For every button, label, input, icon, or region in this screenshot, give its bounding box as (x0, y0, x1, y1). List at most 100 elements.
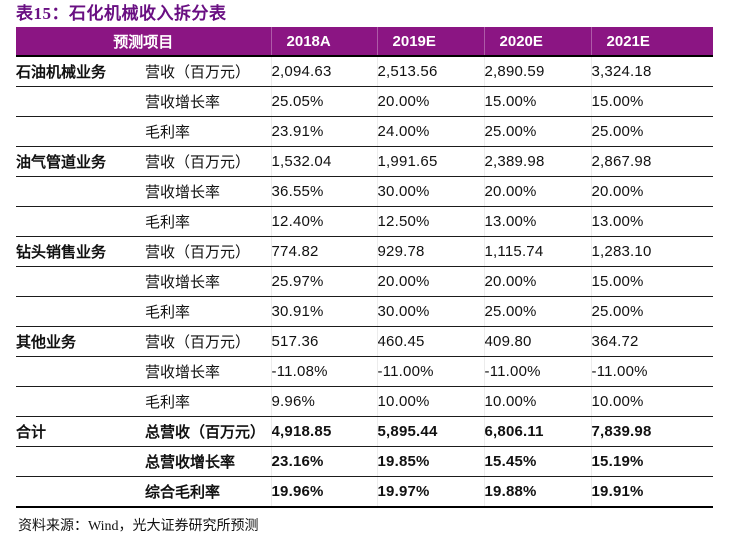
header-year-2020e: 2020E (483, 27, 592, 57)
metric-label-cell: 营收（百万元） (145, 236, 272, 267)
value-cell: 1,115.74 (483, 236, 592, 267)
header-year-2019e: 2019E (376, 27, 485, 57)
business-name-cell (16, 86, 145, 117)
value-cell: 23.91% (270, 116, 378, 147)
table-row: 营收增长率 -11.08% -11.00% -11.00% -11.00% (16, 356, 714, 387)
business-name-cell (16, 386, 145, 417)
value-cell: -11.00% (483, 356, 592, 387)
metric-label-cell: 总营收增长率 (145, 446, 272, 477)
value-cell: 774.82 (270, 236, 378, 267)
business-name-cell: 合计 (16, 416, 145, 447)
value-cell: -11.00% (376, 356, 485, 387)
value-cell: 13.00% (590, 206, 714, 237)
value-cell: 929.78 (376, 236, 485, 267)
value-cell: 19.96% (270, 476, 378, 508)
value-cell: 30.00% (376, 296, 485, 327)
metric-label-cell: 营收（百万元） (145, 326, 272, 357)
value-cell: 10.00% (376, 386, 485, 417)
value-cell: 15.00% (590, 86, 714, 117)
revenue-breakdown-table: 预测项目 2018A 2019E 2020E 2021E 石油机械业务 营收（百万… (16, 27, 714, 508)
value-cell: 2,513.56 (376, 56, 485, 87)
value-cell: 12.40% (270, 206, 378, 237)
metric-label-cell: 总营收（百万元） (145, 416, 272, 447)
value-cell: 19.97% (376, 476, 485, 508)
value-cell: 19.91% (590, 476, 714, 508)
value-cell: 20.00% (376, 266, 485, 297)
value-cell: 10.00% (590, 386, 714, 417)
business-name-cell (16, 446, 145, 477)
table-header-row: 预测项目 2018A 2019E 2020E 2021E (16, 27, 714, 57)
value-cell: 25.00% (590, 116, 714, 147)
value-cell: 3,324.18 (590, 56, 714, 87)
business-name-cell: 石油机械业务 (16, 56, 145, 87)
header-year-2021e: 2021E (590, 27, 714, 57)
table-row: 毛利率 23.91% 24.00% 25.00% 25.00% (16, 116, 714, 147)
business-name-cell (16, 296, 145, 327)
value-cell: 20.00% (376, 86, 485, 117)
header-forecast-item: 预测项目 (16, 27, 272, 57)
business-name-cell (16, 116, 145, 147)
business-name-cell: 钻头销售业务 (16, 236, 145, 267)
business-name-cell (16, 176, 145, 207)
value-cell: 12.50% (376, 206, 485, 237)
value-cell: 13.00% (483, 206, 592, 237)
value-cell: 25.05% (270, 86, 378, 117)
metric-label-cell: 营收（百万元） (145, 56, 272, 87)
table-row: 毛利率 12.40% 12.50% 13.00% 13.00% (16, 206, 714, 237)
value-cell: 30.91% (270, 296, 378, 327)
value-cell: 4,918.85 (270, 416, 378, 447)
value-cell: 25.00% (483, 296, 592, 327)
metric-label-cell: 营收（百万元） (145, 146, 272, 177)
value-cell: 9.96% (270, 386, 378, 417)
table-title: 表15：石化机械收入拆分表 (16, 4, 227, 23)
metric-label-cell: 营收增长率 (145, 86, 272, 117)
value-cell: 409.80 (483, 326, 592, 357)
metric-label-cell: 毛利率 (145, 116, 272, 147)
value-cell: 25.97% (270, 266, 378, 297)
value-cell: 1,283.10 (590, 236, 714, 267)
value-cell: 5,895.44 (376, 416, 485, 447)
table-row: 油气管道业务 营收（百万元） 1,532.04 1,991.65 2,389.98 2,8… (16, 146, 714, 177)
table-row: 其他业务 营收（百万元） 517.36 460.45 409.80 364.72 (16, 326, 714, 357)
metric-label-cell: 毛利率 (145, 206, 272, 237)
value-cell: 15.19% (590, 446, 714, 477)
metric-label-cell: 营收增长率 (145, 266, 272, 297)
value-cell: 20.00% (483, 176, 592, 207)
value-cell: 19.85% (376, 446, 485, 477)
value-cell: 25.00% (590, 296, 714, 327)
value-cell: 2,094.63 (270, 56, 378, 87)
value-cell: 7,839.98 (590, 416, 714, 447)
value-cell: 24.00% (376, 116, 485, 147)
table-row: 钻头销售业务 营收（百万元） 774.82 929.78 1,115.74 1,283.1… (16, 236, 714, 267)
value-cell: 6,806.11 (483, 416, 592, 447)
table-row: 毛利率 30.91% 30.00% 25.00% 25.00% (16, 296, 714, 327)
value-cell: 20.00% (483, 266, 592, 297)
table-row: 综合毛利率 19.96% 19.97% 19.88% 19.91% (16, 476, 714, 508)
table-row: 营收增长率 25.97% 20.00% 20.00% 15.00% (16, 266, 714, 297)
value-cell: 15.00% (590, 266, 714, 297)
value-cell: 25.00% (483, 116, 592, 147)
table-row: 毛利率 9.96% 10.00% 10.00% 10.00% (16, 386, 714, 417)
value-cell: 20.00% (590, 176, 714, 207)
metric-label-cell: 营收增长率 (145, 176, 272, 207)
header-year-2018a: 2018A (270, 27, 378, 57)
value-cell: 23.16% (270, 446, 378, 477)
table-row: 合计 总营收（百万元） 4,918.85 5,895.44 6,806.11 7,839.… (16, 416, 714, 447)
value-cell: 517.36 (270, 326, 378, 357)
metric-label-cell: 综合毛利率 (145, 476, 272, 508)
business-name-cell (16, 266, 145, 297)
value-cell: 2,867.98 (590, 146, 714, 177)
value-cell: 19.88% (483, 476, 592, 508)
table-row: 营收增长率 25.05% 20.00% 15.00% 15.00% (16, 86, 714, 117)
table-row: 营收增长率 36.55% 30.00% 20.00% 20.00% (16, 176, 714, 207)
table-row: 石油机械业务 营收（百万元） 2,094.63 2,513.56 2,890.59 3,3… (16, 56, 714, 87)
business-name-cell (16, 356, 145, 387)
value-cell: 2,890.59 (483, 56, 592, 87)
value-cell: 2,389.98 (483, 146, 592, 177)
value-cell: 460.45 (376, 326, 485, 357)
metric-label-cell: 毛利率 (145, 296, 272, 327)
metric-label-cell: 毛利率 (145, 386, 272, 417)
value-cell: 364.72 (590, 326, 714, 357)
business-name-cell (16, 476, 145, 508)
